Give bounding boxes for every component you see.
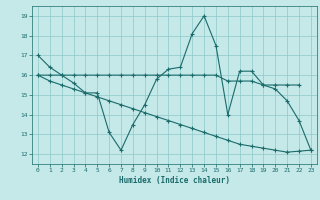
X-axis label: Humidex (Indice chaleur): Humidex (Indice chaleur) [119,176,230,185]
